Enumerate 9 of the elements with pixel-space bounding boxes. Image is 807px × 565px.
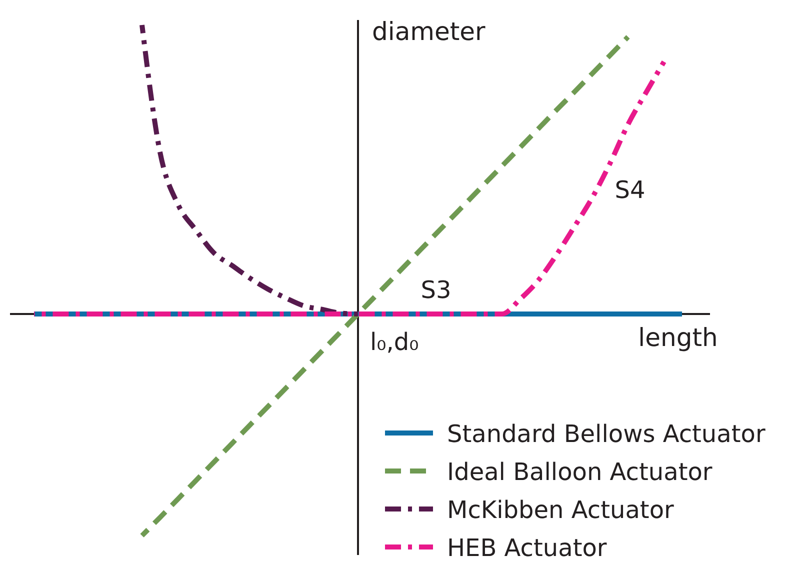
- legend-label: McKibben Actuator: [447, 496, 674, 524]
- legend-label: Ideal Balloon Actuator: [447, 458, 712, 486]
- x-axis-title: length: [638, 323, 718, 352]
- legend-label: HEB Actuator: [447, 534, 607, 562]
- annotation: l₀,d₀: [370, 328, 419, 356]
- legend-label: Standard Bellows Actuator: [447, 420, 766, 448]
- annotation: S4: [614, 176, 646, 204]
- annotation: S3: [420, 276, 452, 304]
- y-axis-title: diameter: [372, 17, 486, 46]
